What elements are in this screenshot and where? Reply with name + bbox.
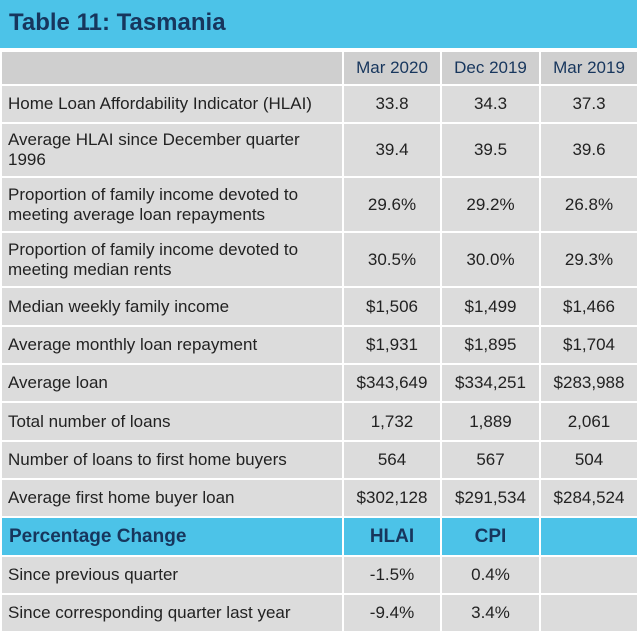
- row-label: Average HLAI since December quarter 1996: [0, 122, 344, 178]
- section-label: Percentage Change: [0, 516, 344, 557]
- table-cell: $1,704: [539, 325, 637, 365]
- table-cell: 39.6: [539, 122, 637, 178]
- column-header: Mar 2019: [539, 50, 637, 86]
- table-row: Since corresponding quarter last year -9…: [0, 593, 637, 633]
- table-cell: 33.8: [342, 84, 442, 124]
- row-label: Total number of loans: [0, 401, 344, 442]
- table-title: Table 11: Tasmania: [9, 9, 226, 36]
- table-cell: 504: [539, 440, 637, 480]
- table-row: Average HLAI since December quarter 1996…: [0, 122, 637, 178]
- table-row: Average loan $343,649 $334,251 $283,988: [0, 363, 637, 403]
- percentage-change-header-row: Percentage Change HLAI CPI: [0, 516, 637, 557]
- table-cell: 2,061: [539, 401, 637, 442]
- table-cell: 1,732: [342, 401, 442, 442]
- table-row: Proportion of family income devoted to m…: [0, 176, 637, 233]
- table-cell: 26.8%: [539, 176, 637, 233]
- table-cell: $1,466: [539, 286, 637, 327]
- row-label: Average loan: [0, 363, 344, 403]
- table-row: Average first home buyer loan $302,128 $…: [0, 478, 637, 518]
- table-cell: 29.2%: [440, 176, 541, 233]
- table-cell: 37.3: [539, 84, 637, 124]
- table-row: Total number of loans 1,732 1,889 2,061: [0, 401, 637, 442]
- column-header: HLAI: [342, 516, 442, 557]
- column-header: Mar 2020: [342, 50, 442, 86]
- table-cell: 29.3%: [539, 231, 637, 288]
- row-label: Since previous quarter: [0, 555, 344, 595]
- table-cell: $302,128: [342, 478, 442, 518]
- table-cell: 39.5: [440, 122, 541, 178]
- row-label: Proportion of family income devoted to m…: [0, 231, 344, 288]
- table-cell: $343,649: [342, 363, 442, 403]
- table-row: Since previous quarter -1.5% 0.4%: [0, 555, 637, 595]
- table-row: Average monthly loan repayment $1,931 $1…: [0, 325, 637, 365]
- table-cell: -1.5%: [342, 555, 442, 595]
- row-label: Average monthly loan repayment: [0, 325, 344, 365]
- empty-cell: [539, 555, 637, 595]
- table-cell: 3.4%: [440, 593, 541, 633]
- table-cell: $1,895: [440, 325, 541, 365]
- row-label: Proportion of family income devoted to m…: [0, 176, 344, 233]
- table-cell: 564: [342, 440, 442, 480]
- header-row: Mar 2020 Dec 2019 Mar 2019: [0, 50, 637, 86]
- table-row: Home Loan Affordability Indicator (HLAI)…: [0, 84, 637, 124]
- row-label: Median weekly family income: [0, 286, 344, 327]
- table-cell: $1,499: [440, 286, 541, 327]
- table-cell: 567: [440, 440, 541, 480]
- row-label: Home Loan Affordability Indicator (HLAI): [0, 84, 344, 124]
- table-row: Proportion of family income devoted to m…: [0, 231, 637, 288]
- row-label: Average first home buyer loan: [0, 478, 344, 518]
- table-cell: 30.0%: [440, 231, 541, 288]
- table-cell: $283,988: [539, 363, 637, 403]
- empty-header-cell: [539, 516, 637, 557]
- title-bar: Table 11: Tasmania: [0, 0, 637, 48]
- column-header: CPI: [440, 516, 541, 557]
- table-cell: $334,251: [440, 363, 541, 403]
- header-blank-cell: [0, 50, 344, 86]
- table-row: Median weekly family income $1,506 $1,49…: [0, 286, 637, 327]
- row-label: Since corresponding quarter last year: [0, 593, 344, 633]
- table-cell: $284,524: [539, 478, 637, 518]
- row-label: Number of loans to first home buyers: [0, 440, 344, 480]
- empty-cell: [539, 593, 637, 633]
- table-cell: 30.5%: [342, 231, 442, 288]
- table-cell: 29.6%: [342, 176, 442, 233]
- table-cell: 1,889: [440, 401, 541, 442]
- table-cell: $1,931: [342, 325, 442, 365]
- table-cell: 39.4: [342, 122, 442, 178]
- column-header: Dec 2019: [440, 50, 541, 86]
- table-cell: 0.4%: [440, 555, 541, 595]
- table-cell: $291,534: [440, 478, 541, 518]
- table-row: Number of loans to first home buyers 564…: [0, 440, 637, 480]
- table-cell: $1,506: [342, 286, 442, 327]
- table-cell: 34.3: [440, 84, 541, 124]
- affordability-table: Mar 2020 Dec 2019 Mar 2019 Home Loan Aff…: [0, 50, 637, 633]
- table-cell: -9.4%: [342, 593, 442, 633]
